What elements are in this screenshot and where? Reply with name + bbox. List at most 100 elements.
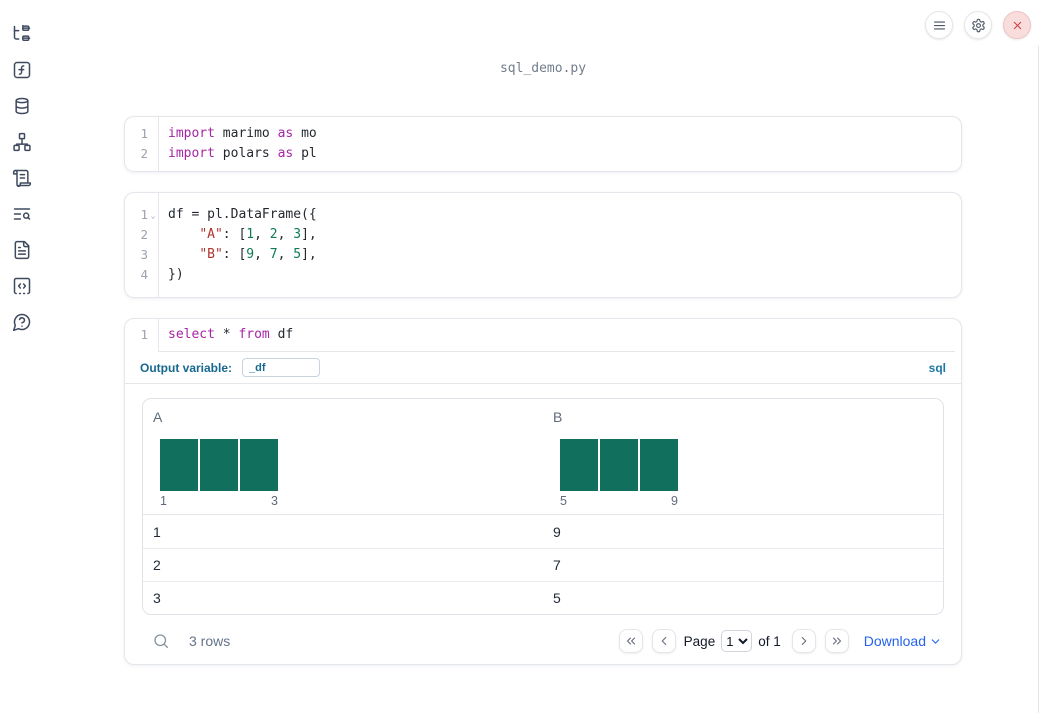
page-select[interactable]: 1 [721,630,753,652]
line-number-gutter: 1 [125,124,158,144]
code-token: marimo [214,126,278,141]
sidebar-item-variables[interactable] [12,60,32,80]
code-token: 2 [269,227,278,242]
notebook: sql_demo.py 1 import marimo as mo 2 import … [124,0,962,665]
histogram-bar [160,439,198,491]
table-search-button[interactable] [152,631,172,651]
editor-divider [158,351,955,352]
last-page-button[interactable] [824,629,849,653]
fold-spacer [148,124,158,144]
pagination: Page 1 of 1 Download [610,629,942,653]
code-token [168,227,199,242]
code-snippet-icon [13,277,31,295]
code-line: 4}) [125,265,961,285]
table-cell: 3 [153,590,161,606]
notebook-menu-button[interactable] [925,11,953,39]
sidebar-item-file-explorer[interactable] [12,24,32,44]
next-page-button[interactable] [791,629,816,653]
fold-chevron-icon[interactable]: ⌄ [150,211,156,220]
code-token: ], [301,247,317,262]
output-variable-input[interactable] [242,358,321,377]
code-cell-imports[interactable]: 1 import marimo as mo 2 import polars as pl [124,116,962,172]
hamburger-menu-icon [933,21,945,29]
code-line: 2 import polars as pl [125,144,961,164]
line-number-gutter: 3 [125,245,158,265]
chevrons-right-icon [832,637,841,645]
sidebar [0,0,44,713]
code-editor[interactable]: 1 import marimo as mo 2 import polars as pl [125,117,961,171]
code-line: 1 import marimo as mo [125,124,961,144]
code-token: 1 [246,227,255,242]
sidebar-item-logs[interactable] [12,204,32,224]
fold-spacer [148,225,158,245]
page-of-label: of 1 [758,633,781,649]
code-token: "B" [199,247,223,262]
function-square-icon [13,61,31,79]
code-text: }) [158,265,184,285]
code-editor[interactable]: 1 ⌄ df = pl.DataFrame({2 "A": [1, 2, 3], 3 … [125,193,961,297]
column-name: A [153,409,163,425]
histogram-bar [560,439,598,491]
database-icon [15,97,29,115]
download-button[interactable]: Download [864,633,942,649]
previous-page-button[interactable] [651,629,676,653]
shutdown-button[interactable] [1003,11,1031,39]
sidebar-item-dependency-graph[interactable] [12,132,32,152]
histogram-bar [200,439,238,491]
code-token: 7 [269,247,278,262]
table-cell: 1 [153,523,161,540]
code-line: 1 select * from df [125,325,961,345]
code-token: * [214,327,239,342]
histogram-axis-label: 9 [671,494,678,508]
line-number: 1 [140,207,148,222]
scroll-icon [12,169,32,188]
code-token: df [269,327,294,342]
fold-spacer [148,144,158,164]
table-cell: 5 [553,590,561,606]
close-icon [1013,21,1021,29]
code-text: "A": [1, 2, 3], [158,225,317,245]
sidebar-item-scratchpad[interactable] [12,168,32,188]
output-variable-bar: Output variable: sql [125,352,961,384]
settings-button[interactable] [964,11,992,39]
fold-spacer [148,245,158,265]
code-line: 1 ⌄ df = pl.DataFrame({ [125,205,961,225]
sql-cell: 1 select * from df Output variable: sql A… [124,318,962,665]
sql-code-editor[interactable]: 1 select * from df [125,319,961,351]
code-text: df = pl.DataFrame({ [158,205,317,225]
sidebar-item-snippets[interactable] [12,276,32,296]
code-token: mo [293,126,317,141]
code-token: df = pl.DataFrame({ [168,207,317,222]
search-icon [154,634,169,649]
sidebar-item-data-sources[interactable] [12,96,32,116]
text-search-icon [13,208,31,220]
output-variable-label: Output variable: [140,360,233,375]
sidebar-item-help[interactable] [12,312,32,332]
chevron-left-icon [661,636,667,646]
table-cell: 2 [153,557,161,573]
file-tree-icon [13,24,31,42]
histogram-bar [600,439,638,491]
first-page-button[interactable] [618,629,643,653]
chevrons-left-icon [626,637,635,645]
file-text-icon [14,240,30,260]
language-badge[interactable]: sql [928,360,946,375]
code-text: import marimo as mo [158,124,317,144]
histogram-bar [240,439,278,491]
sidebar-item-documentation[interactable] [12,240,32,260]
code-token: ], [301,227,317,242]
network-icon [13,132,31,152]
code-token: , [254,247,270,262]
code-cell-dataframe[interactable]: 1 ⌄ df = pl.DataFrame({2 "A": [1, 2, 3], 3 … [124,192,962,298]
code-token [168,247,199,262]
line-number-gutter: 2 [125,144,158,164]
